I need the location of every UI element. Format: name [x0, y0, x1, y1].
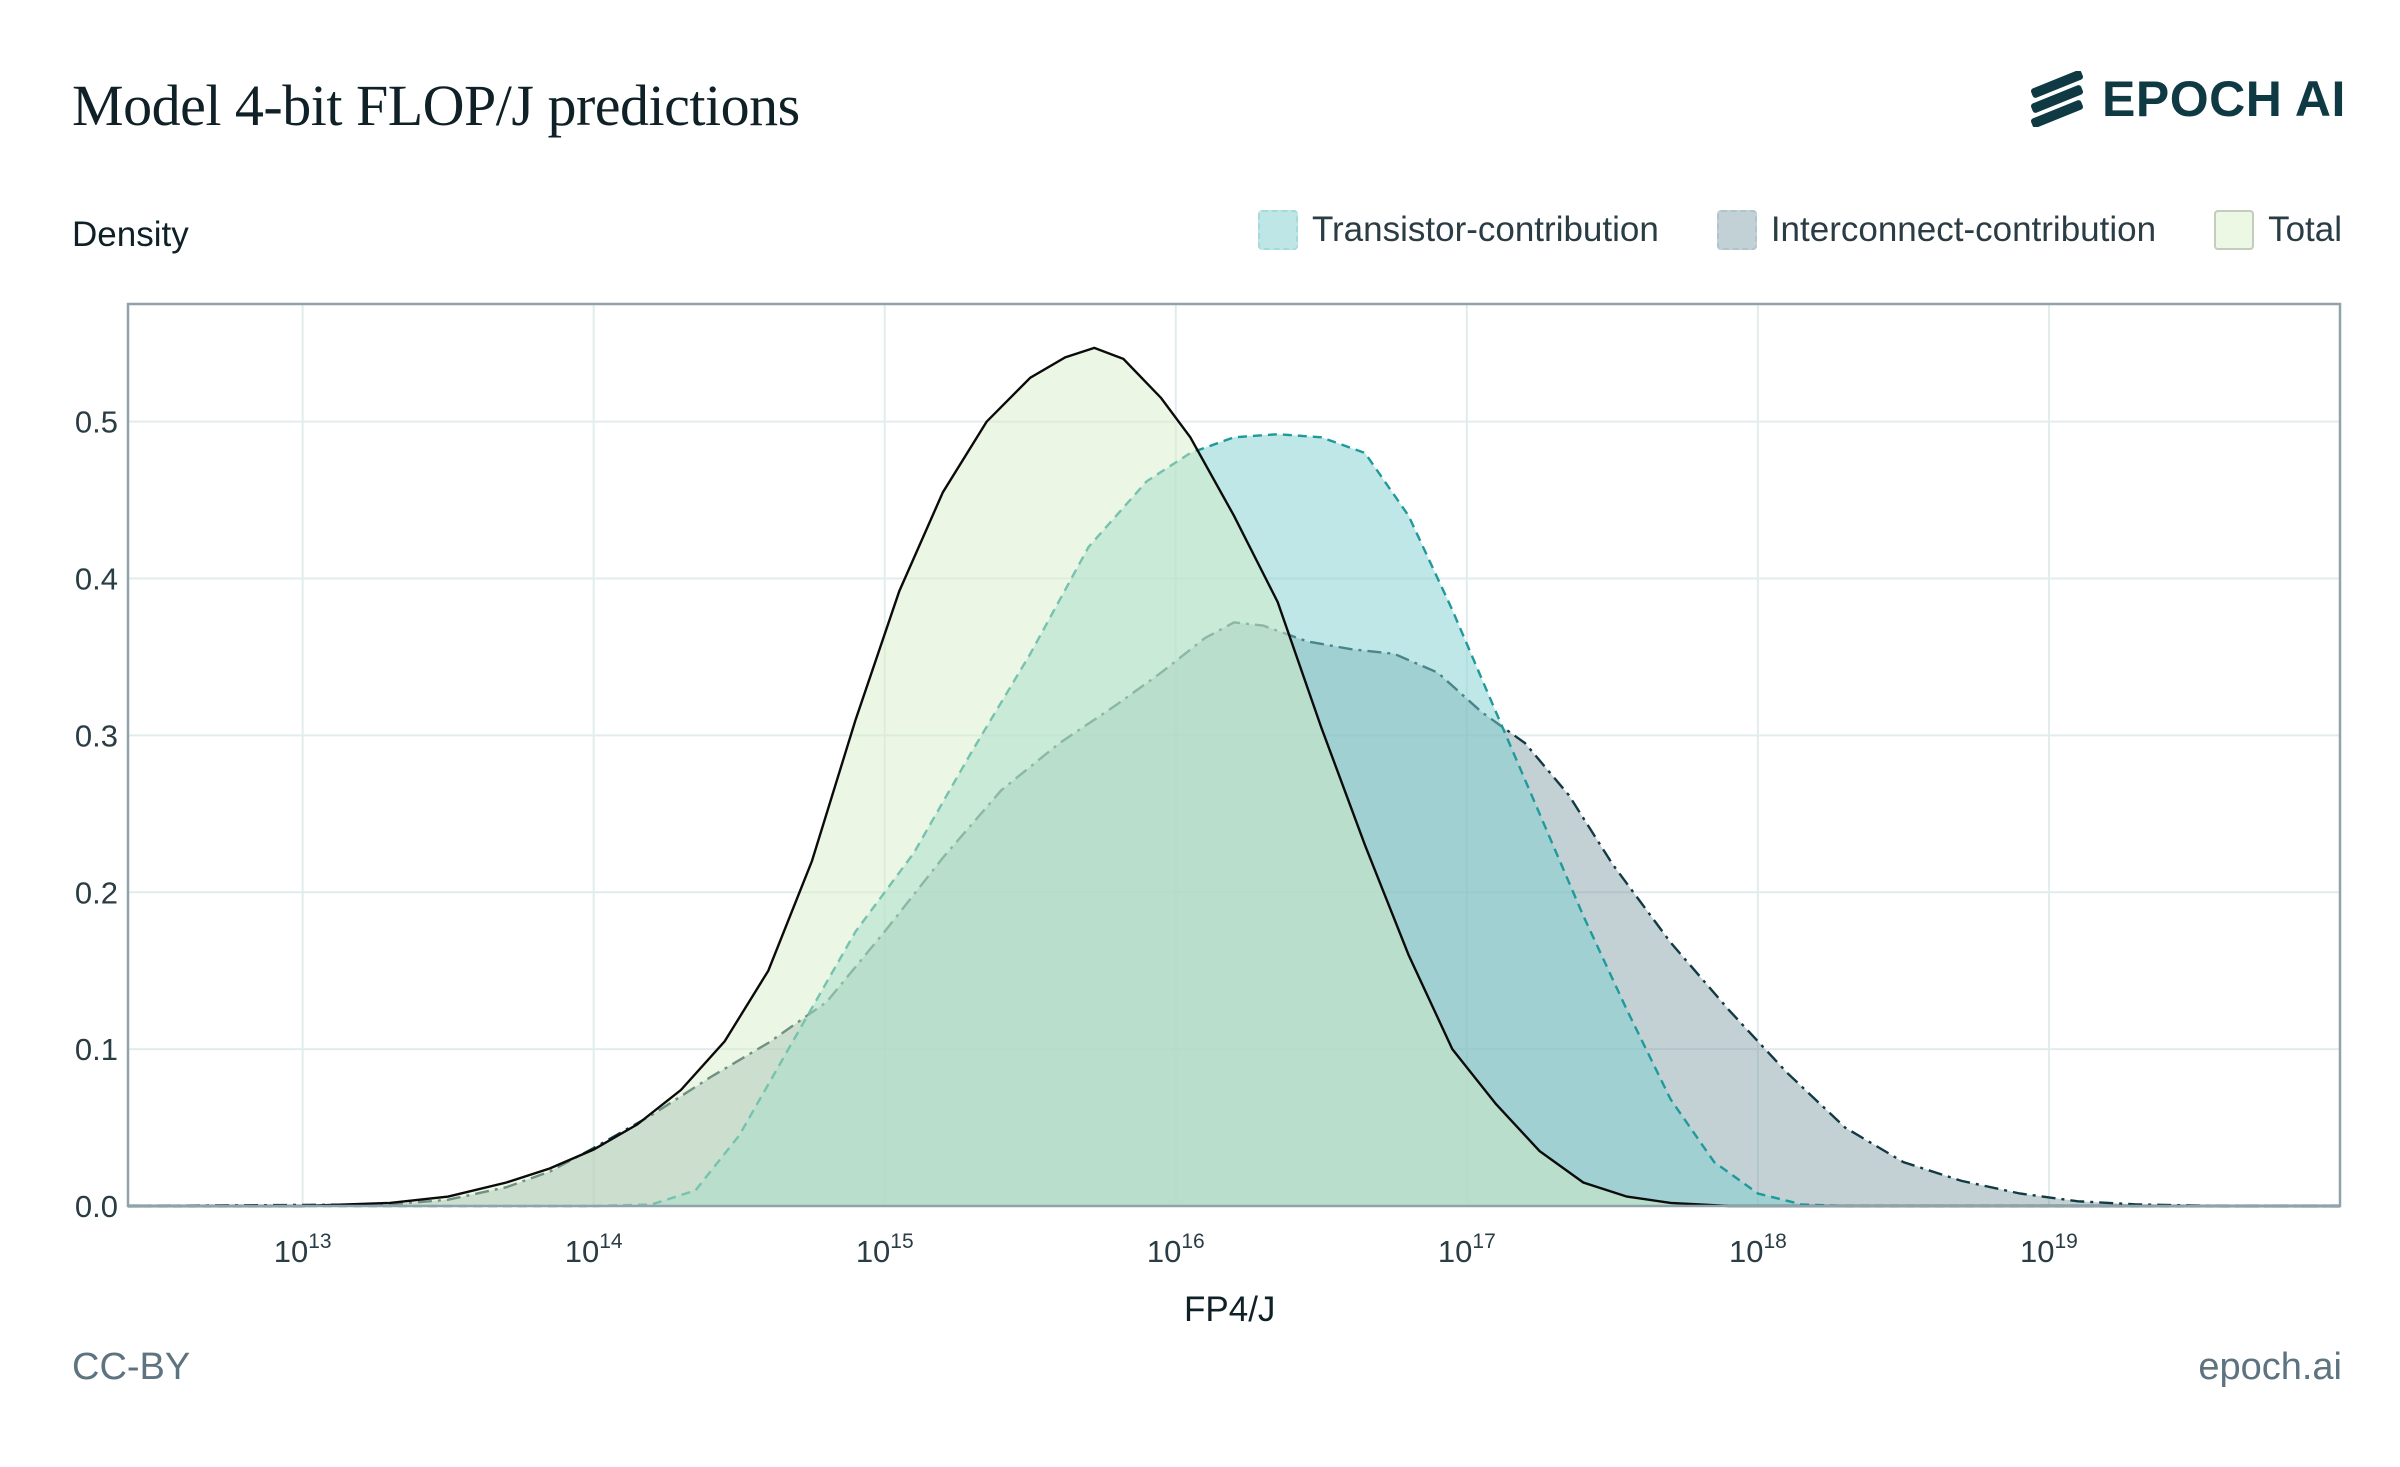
y-axis-label: Density [72, 215, 189, 254]
site-link[interactable]: epoch.ai [2198, 1346, 2342, 1388]
x-tick-label-6: 1019 [2020, 1230, 2078, 1269]
line-total [128, 346, 2340, 1208]
legend-swatch-total [2214, 210, 2255, 250]
line-transistor-contribution [128, 432, 2340, 1208]
legend-label-transistor: Transistor-contribution [1311, 210, 1659, 249]
y-tick-label-2: 0.2 [75, 875, 118, 910]
logo-text: EPOCH AI [2102, 71, 2346, 127]
legend-label-total: Total [2268, 210, 2342, 249]
area-total [128, 347, 2340, 1206]
legend-label-interconnect: Interconnect-contribution [1770, 210, 2157, 249]
y-tick-label-1: 0.1 [75, 1032, 118, 1067]
legend-swatch-interconnect [1716, 210, 1757, 250]
y-tick-label-5: 0.5 [75, 405, 118, 440]
x-tick-label-4: 1017 [1438, 1230, 1496, 1269]
chart-title: Model 4-bit FLOP/J predictions [72, 73, 800, 138]
y-tick-label-3: 0.3 [75, 718, 118, 753]
license-label: CC-BY [72, 1346, 191, 1388]
legend-item-transistor[interactable]: Transistor-contribution [1257, 210, 1659, 250]
epoch-ai-logo[interactable]: EPOCH AI [2028, 70, 2346, 128]
legend: Transistor-contribution Interconnect-con… [1200, 210, 2342, 250]
plot-frame [126, 302, 2342, 1208]
y-tick-labels: 0.0 0.1 0.2 0.3 0.4 0.5 [75, 405, 118, 1224]
y-tick-label-4: 0.4 [75, 562, 118, 597]
x-tick-label-0: 1013 [274, 1230, 332, 1269]
x-tick-label-5: 1018 [1729, 1230, 1787, 1269]
legend-item-interconnect[interactable]: Interconnect-contribution [1716, 210, 2157, 250]
epoch-logo-icon [2030, 71, 2084, 127]
legend-swatch-transistor [1257, 210, 1298, 250]
density-areas [127, 346, 2340, 1208]
x-axis-label: FP4/J [1184, 1290, 1276, 1329]
area-transistor-contribution [128, 434, 2340, 1206]
x-tick-label-1: 1014 [565, 1230, 623, 1269]
x-tick-label-2: 1015 [856, 1230, 914, 1269]
y-tick-label-0: 0.0 [75, 1189, 118, 1224]
x-tick-label-3: 1016 [1147, 1230, 1205, 1269]
legend-item-total[interactable]: Total [2214, 210, 2342, 250]
x-tick-labels: 1013 1014 1015 1016 1017 1018 1019 [274, 1230, 2078, 1269]
